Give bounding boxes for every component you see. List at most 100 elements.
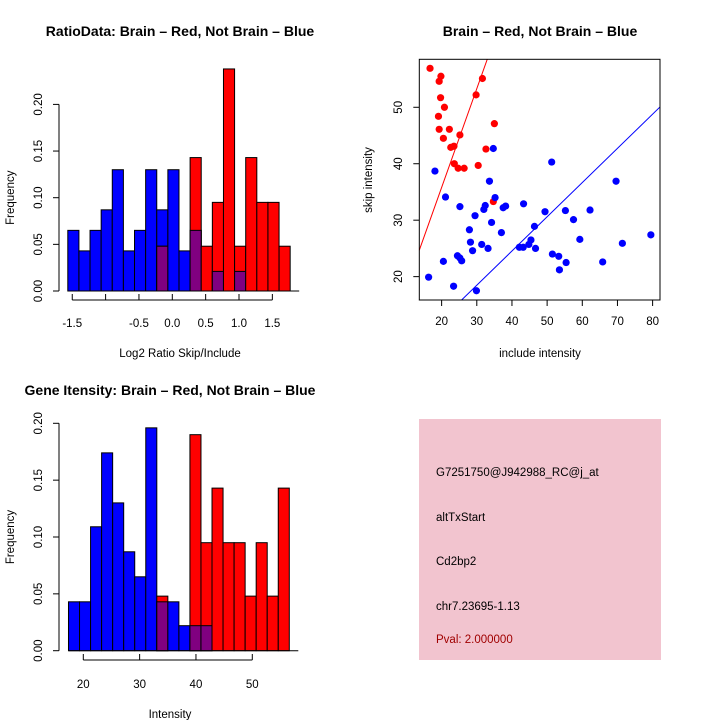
x-tick-label: 50 bbox=[541, 316, 554, 328]
point-not-brain bbox=[519, 200, 528, 208]
x-tick-label: 30 bbox=[133, 679, 146, 691]
bar-brain bbox=[222, 542, 235, 652]
bar-not-brain bbox=[101, 452, 114, 652]
point-not-brain bbox=[458, 257, 466, 265]
bar-not-brain bbox=[145, 169, 158, 292]
y-tick-label: 0.05 bbox=[33, 233, 45, 255]
y-axis-label: Frequency bbox=[5, 170, 17, 225]
bar-brain bbox=[255, 542, 268, 652]
bar-overlap bbox=[211, 270, 224, 292]
y-tick-label: 0.05 bbox=[33, 583, 45, 605]
bar-brain bbox=[189, 434, 202, 652]
point-not-brain bbox=[449, 282, 458, 290]
bar-brain bbox=[278, 245, 291, 292]
point-not-brain bbox=[478, 240, 486, 249]
y-tick-label: 50 bbox=[393, 101, 405, 114]
y-tick-label: 0.20 bbox=[33, 93, 45, 115]
fit-line-brain bbox=[419, 59, 488, 251]
bar-overlap bbox=[156, 601, 169, 652]
point-not-brain bbox=[531, 244, 540, 253]
y-tick-label: 30 bbox=[393, 214, 405, 227]
point-not-brain bbox=[456, 203, 464, 211]
bar-brain bbox=[244, 595, 257, 652]
point-not-brain bbox=[599, 258, 607, 266]
bar-brain bbox=[211, 487, 224, 652]
point-not-brain bbox=[439, 257, 447, 265]
point-not-brain bbox=[612, 177, 620, 185]
x-tick-label: 0.5 bbox=[198, 318, 214, 330]
x-tick-label: 40 bbox=[190, 679, 203, 691]
location: chr7.23695-1.13 bbox=[436, 601, 520, 613]
y-axis-label: skip intensity bbox=[363, 147, 375, 213]
y-tick-label: 0.10 bbox=[33, 526, 45, 548]
fit-line-not-brain bbox=[460, 106, 660, 300]
x-tick-label: 30 bbox=[470, 316, 483, 328]
point-not-brain bbox=[485, 177, 494, 185]
x-tick-label: 0.0 bbox=[164, 318, 180, 330]
point-not-brain bbox=[569, 216, 578, 224]
point-not-brain bbox=[465, 226, 474, 234]
bar-brain bbox=[256, 201, 269, 292]
x-tick-label: 1.0 bbox=[231, 318, 247, 330]
y-tick-label: 0.15 bbox=[33, 469, 45, 491]
x-axis-label: Log2 Ratio Skip/Include bbox=[119, 348, 240, 360]
bar-overlap bbox=[189, 229, 202, 292]
point-brain bbox=[435, 77, 443, 85]
x-tick-label: 1.5 bbox=[264, 318, 280, 330]
point-not-brain bbox=[466, 238, 475, 246]
point-not-brain bbox=[481, 201, 489, 210]
pval: Pval: 2.000000 bbox=[436, 634, 513, 646]
point-not-brain bbox=[471, 212, 479, 220]
point-not-brain bbox=[586, 206, 594, 214]
y-tick-label: 0.00 bbox=[33, 280, 45, 302]
plot-box bbox=[418, 58, 661, 301]
histogram-0: 0.00 0.05 0.10 0.15 0.20 -1.5 -0.5 0.0 0.5 1.0 1.5… bbox=[5, 23, 314, 360]
bar-not-brain bbox=[145, 427, 158, 652]
point-not-brain bbox=[555, 252, 563, 260]
bar-brain bbox=[245, 157, 258, 292]
point-not-brain bbox=[618, 239, 626, 247]
point-not-brain bbox=[562, 258, 570, 267]
histogram-2: 0.00 0.05 0.10 0.15 0.20 20 30 40 50 Gene Itensit… bbox=[5, 382, 316, 720]
bar-not-brain bbox=[178, 625, 191, 652]
bar-brain bbox=[266, 595, 279, 652]
bar-not-brain bbox=[67, 601, 81, 652]
point-brain bbox=[439, 134, 447, 142]
point-not-brain bbox=[548, 158, 556, 166]
x-tick-label: 60 bbox=[576, 316, 589, 328]
bar-not-brain bbox=[79, 601, 92, 652]
bar-not-brain bbox=[123, 551, 136, 652]
y-tick-label: 0.10 bbox=[33, 187, 45, 209]
point-not-brain bbox=[487, 218, 496, 227]
x-tick-label: 50 bbox=[246, 679, 259, 691]
point-brain bbox=[474, 161, 482, 170]
point-brain bbox=[445, 125, 453, 133]
bar-not-brain bbox=[134, 229, 147, 292]
point-not-brain bbox=[561, 206, 570, 215]
bar-not-brain bbox=[122, 250, 136, 292]
bar-not-brain bbox=[178, 250, 191, 292]
point-brain bbox=[434, 112, 443, 120]
point-not-brain bbox=[647, 231, 655, 239]
gene-name: Cd2bp2 bbox=[436, 556, 476, 568]
bar-overlap bbox=[156, 245, 169, 292]
bar-not-brain bbox=[167, 601, 180, 652]
x-tick-label: 20 bbox=[77, 679, 90, 691]
point-brain bbox=[440, 103, 449, 111]
point-not-brain bbox=[527, 236, 535, 244]
point-not-brain bbox=[497, 228, 506, 237]
point-brain bbox=[460, 164, 468, 172]
info-box: G7251750@J942988_RC@j_at altTxStart Cd2b… bbox=[419, 419, 661, 660]
chart-title: RatioData: Brain – Red, Not Brain – Blue bbox=[46, 23, 315, 39]
point-not-brain bbox=[576, 235, 584, 243]
bar-overlap bbox=[189, 625, 202, 652]
point-not-brain bbox=[468, 247, 477, 255]
point-not-brain bbox=[484, 244, 492, 253]
point-not-brain bbox=[491, 194, 499, 202]
bar-brain bbox=[267, 201, 280, 292]
point-brain bbox=[436, 94, 445, 102]
bar-not-brain bbox=[167, 169, 180, 292]
y-tick-label: 0.15 bbox=[33, 140, 45, 162]
point-not-brain bbox=[541, 208, 549, 216]
